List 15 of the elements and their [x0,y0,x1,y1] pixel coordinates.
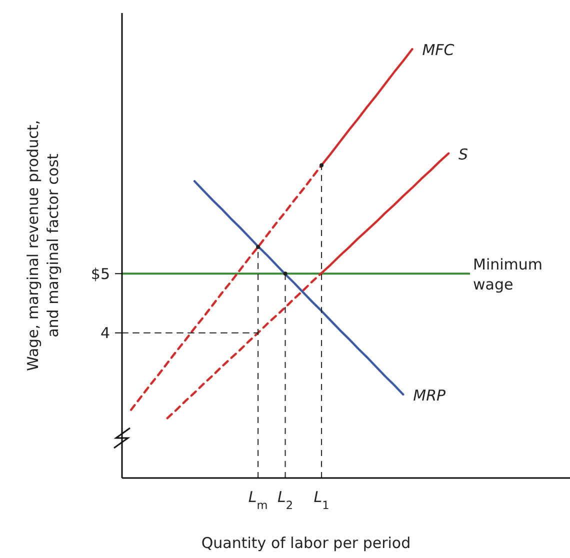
series-label: MFC [422,41,455,60]
y-tick-label: $5 [90,264,110,283]
point [256,244,260,249]
ref-line-label: Minimum wage [473,256,543,294]
point [283,272,288,276]
y-axis-title: Wage, marginal revenue product, and marginal factor cost [24,120,62,372]
series-label: S [458,145,469,164]
x-tick-label: L$_{2}$ [277,488,294,512]
line-series [193,180,404,396]
series-label: MRP [413,386,447,404]
y-tick-label: 4 [100,324,110,342]
point [320,163,324,168]
x-tick-label: L$_{1}$ [314,488,330,512]
x-axis-title: Quantity of labor per period [201,534,411,552]
x-tick-label: L$_{m}$ [248,488,268,512]
